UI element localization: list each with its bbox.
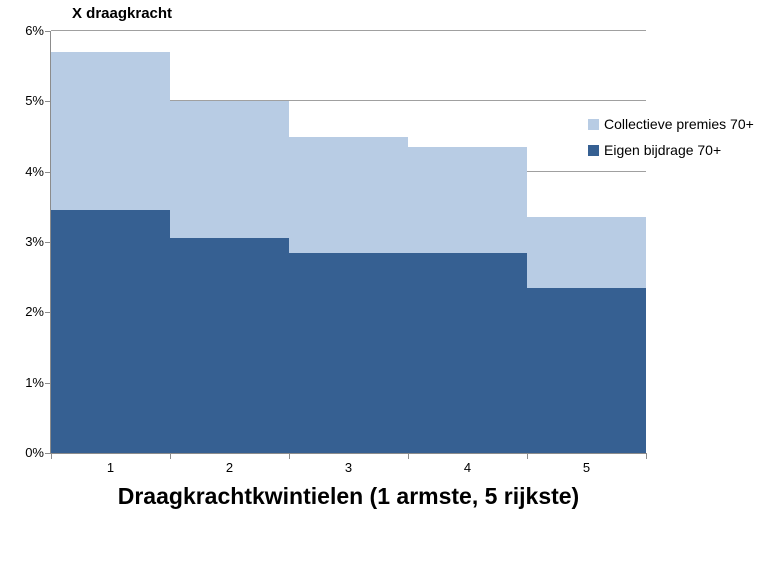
x-tick bbox=[646, 454, 647, 459]
x-axis-line bbox=[51, 453, 647, 454]
bar-segment bbox=[289, 252, 408, 453]
y-tick-label: 2% bbox=[25, 304, 44, 320]
plot-area bbox=[51, 30, 646, 453]
legend-swatch-collectieve-premies bbox=[588, 118, 599, 130]
bar-column-quintile-2 bbox=[170, 31, 289, 453]
legend-label: Collectieve premies 70+ bbox=[604, 116, 754, 132]
y-tick bbox=[45, 242, 51, 243]
bar-segment bbox=[408, 147, 527, 253]
bar-segment bbox=[170, 238, 289, 453]
bar-column-quintile-1 bbox=[51, 31, 170, 453]
y-tick bbox=[45, 453, 51, 454]
x-tick-label: 3 bbox=[344, 460, 353, 475]
x-axis-title: Draagkrachtkwintielen (1 armste, 5 rijks… bbox=[117, 483, 580, 509]
x-tick-label: 1 bbox=[106, 460, 115, 475]
legend: Collectieve premies 70+ Eigen bijdrage 7… bbox=[588, 116, 754, 168]
y-tick bbox=[45, 171, 51, 173]
y-tick-label: 4% bbox=[25, 163, 44, 179]
x-tick bbox=[408, 454, 409, 459]
gridline-6pct bbox=[51, 30, 646, 31]
bar-segment bbox=[527, 287, 646, 453]
x-tick bbox=[51, 454, 52, 459]
bar-segment bbox=[51, 52, 170, 211]
gridline-5pct bbox=[51, 100, 646, 102]
legend-item: Collectieve premies 70+ bbox=[588, 116, 754, 132]
x-tick bbox=[170, 454, 171, 459]
x-tick-label: 4 bbox=[463, 460, 472, 475]
y-tick bbox=[45, 312, 51, 314]
chart-title: X draagkracht bbox=[72, 5, 173, 22]
y-tick bbox=[45, 101, 51, 103]
x-tick bbox=[289, 454, 290, 459]
bar-segment bbox=[170, 101, 289, 239]
y-tick-label: 5% bbox=[25, 93, 44, 109]
y-tick bbox=[45, 31, 51, 32]
x-tick-label: 5 bbox=[582, 460, 591, 475]
y-tick-label: 6% bbox=[25, 23, 44, 38]
y-tick-label: 0% bbox=[25, 445, 44, 460]
bar-column-quintile-5 bbox=[527, 31, 646, 453]
x-tick bbox=[527, 454, 528, 459]
bar-column-quintile-3 bbox=[289, 31, 408, 453]
bar-segment bbox=[408, 252, 527, 453]
y-tick-label: 1% bbox=[25, 374, 44, 390]
legend-swatch-eigen-bijdrage bbox=[588, 144, 599, 156]
bar-column-quintile-4 bbox=[408, 31, 527, 453]
bar-segment bbox=[527, 217, 646, 288]
y-tick bbox=[45, 382, 51, 384]
bar-segment bbox=[289, 136, 408, 253]
bar-segment bbox=[51, 210, 170, 453]
y-tick-label: 3% bbox=[25, 234, 44, 249]
legend-item: Eigen bijdrage 70+ bbox=[588, 142, 754, 158]
legend-label: Eigen bijdrage 70+ bbox=[604, 142, 722, 158]
x-tick-label: 2 bbox=[225, 460, 234, 475]
